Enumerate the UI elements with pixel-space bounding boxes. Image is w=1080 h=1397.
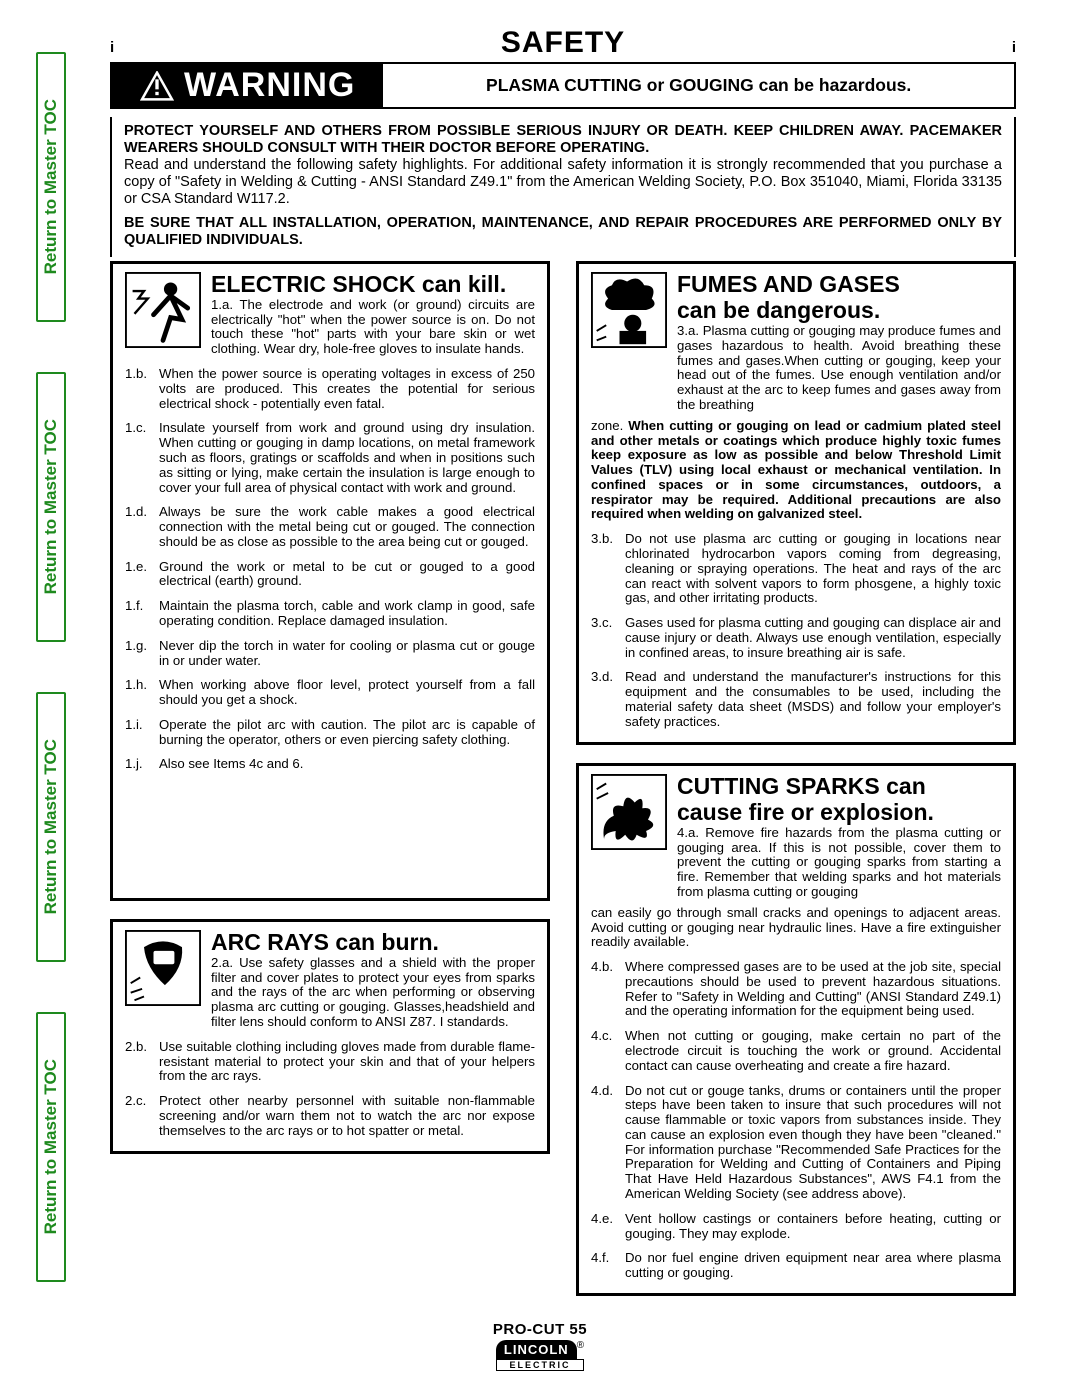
sec2-title: ARC RAYS can burn.: [211, 930, 535, 954]
brand-logo: LINCOLN® ELECTRIC: [496, 1340, 584, 1371]
sec1-item: 1.b.When the power source is operating v…: [125, 367, 535, 411]
sec4-title-l2: cause fire or explosion.: [677, 800, 1001, 824]
sec3-lead-a: 3.a. Plasma cutting or gouging may produ…: [677, 324, 1001, 413]
sec1-item: 1.j.Also see Items 4c and 6.: [125, 757, 535, 772]
sec3-title-l1: FUMES AND GASES: [677, 272, 1001, 296]
intro-p2: Read and understand the following safety…: [124, 157, 1002, 207]
intro-p3: BE SURE THAT ALL INSTALLATION, OPERATION…: [124, 215, 1002, 249]
sec1-item: 1.g.Never dip the torch in water for coo…: [125, 639, 535, 669]
sec3-lead-cont: zone. When cutting or gouging on lead or…: [591, 419, 1001, 522]
sec1-lead: 1.a. The electrode and work (or ground) …: [211, 298, 535, 357]
sec3-item: 3.c.Gases used for plasma cutting and go…: [591, 616, 1001, 660]
sidebar-toc-label: Return to Master TOC: [41, 1059, 61, 1234]
sidebar-toc-link-2[interactable]: Return to Master TOC: [36, 372, 66, 642]
sidebar-toc-label: Return to Master TOC: [41, 99, 61, 274]
sec4-item: 4.d.Do not cut or gouge tanks, drums or …: [591, 1084, 1001, 1202]
sidebar-toc-label: Return to Master TOC: [41, 739, 61, 914]
warning-subtitle: PLASMA CUTTING or GOUGING can be hazardo…: [383, 64, 1014, 107]
warning-label: WARNING: [184, 66, 355, 105]
electric-shock-box: ELECTRIC SHOCK can kill. 1.a. The electr…: [110, 261, 550, 901]
sec1-item: 1.e.Ground the work or metal to be cut o…: [125, 560, 535, 590]
sidebar-toc-link-1[interactable]: Return to Master TOC: [36, 52, 66, 322]
sidebar-toc-link-4[interactable]: Return to Master TOC: [36, 1012, 66, 1282]
fumes-icon: [591, 272, 667, 348]
sec1-title: ELECTRIC SHOCK can kill.: [211, 272, 535, 296]
electric-shock-icon: [125, 272, 201, 348]
sec1-item: 1.d.Always be sure the work cable makes …: [125, 505, 535, 549]
sec4-lead-a: 4.a. Remove fire hazards from the plasma…: [677, 826, 1001, 900]
sec1-item: 1.c.Insulate yourself from work and grou…: [125, 421, 535, 495]
sidebar-toc-link-3[interactable]: Return to Master TOC: [36, 692, 66, 962]
right-column: FUMES AND GASES can be dangerous. 3.a. P…: [576, 261, 1016, 1314]
sec3-item: 3.d.Read and understand the manufacturer…: [591, 670, 1001, 729]
columns: ELECTRIC SHOCK can kill. 1.a. The electr…: [110, 261, 1016, 1314]
sidebar-toc-label: Return to Master TOC: [41, 419, 61, 594]
arc-rays-box: ARC RAYS can burn. 2.a. Use safety glass…: [110, 919, 550, 1154]
footer: PRO-CUT 55 LINCOLN® ELECTRIC: [0, 1321, 1080, 1373]
cutting-sparks-box: CUTTING SPARKS can cause fire or explosi…: [576, 763, 1016, 1296]
page-marker-left: i: [110, 39, 140, 56]
arc-rays-icon: [125, 930, 201, 1006]
sec4-item: 4.f.Do nor fuel engine driven equipment …: [591, 1251, 1001, 1281]
sec4-lead-b: can easily go through small cracks and o…: [591, 906, 1001, 950]
page-header: i SAFETY i: [110, 26, 1016, 60]
warning-left: WARNING: [112, 64, 383, 107]
sec4-item: 4.b.Where compressed gases are to be use…: [591, 960, 1001, 1019]
sec3-item: 3.b.Do not use plasma arc cutting or gou…: [591, 532, 1001, 606]
sec4-title-l1: CUTTING SPARKS can: [677, 774, 1001, 798]
sec2-item: 2.b.Use suitable clothing including glov…: [125, 1040, 535, 1084]
footer-model: PRO-CUT 55: [0, 1321, 1080, 1338]
page-marker-right: i: [986, 39, 1016, 56]
intro-block: PROTECT YOURSELF AND OTHERS FROM POSSIBL…: [110, 117, 1016, 257]
intro-p1: PROTECT YOURSELF AND OTHERS FROM POSSIBL…: [124, 123, 1002, 157]
sec1-item: 1.h.When working above floor level, prot…: [125, 678, 535, 708]
warning-icon: [140, 71, 174, 101]
warning-bar: WARNING PLASMA CUTTING or GOUGING can be…: [110, 62, 1016, 109]
sec4-item: 4.e.Vent hollow castings or containers b…: [591, 1212, 1001, 1242]
sec1-item: 1.f.Maintain the plasma torch, cable and…: [125, 599, 535, 629]
sec1-item: 1.i.Operate the pilot arc with caution. …: [125, 718, 535, 748]
page: Return to Master TOC Return to Master TO…: [0, 0, 1080, 1397]
fumes-gases-box: FUMES AND GASES can be dangerous. 3.a. P…: [576, 261, 1016, 745]
sec2-lead: 2.a. Use safety glasses and a shield wit…: [211, 956, 535, 1030]
left-column: ELECTRIC SHOCK can kill. 1.a. The electr…: [110, 261, 550, 1314]
sparks-icon: [591, 774, 667, 850]
page-title: SAFETY: [140, 26, 986, 60]
sec3-title-l2: can be dangerous.: [677, 298, 1001, 322]
sec2-item: 2.c.Protect other nearby personnel with …: [125, 1094, 535, 1138]
sec4-item: 4.c.When not cutting or gouging, make ce…: [591, 1029, 1001, 1073]
